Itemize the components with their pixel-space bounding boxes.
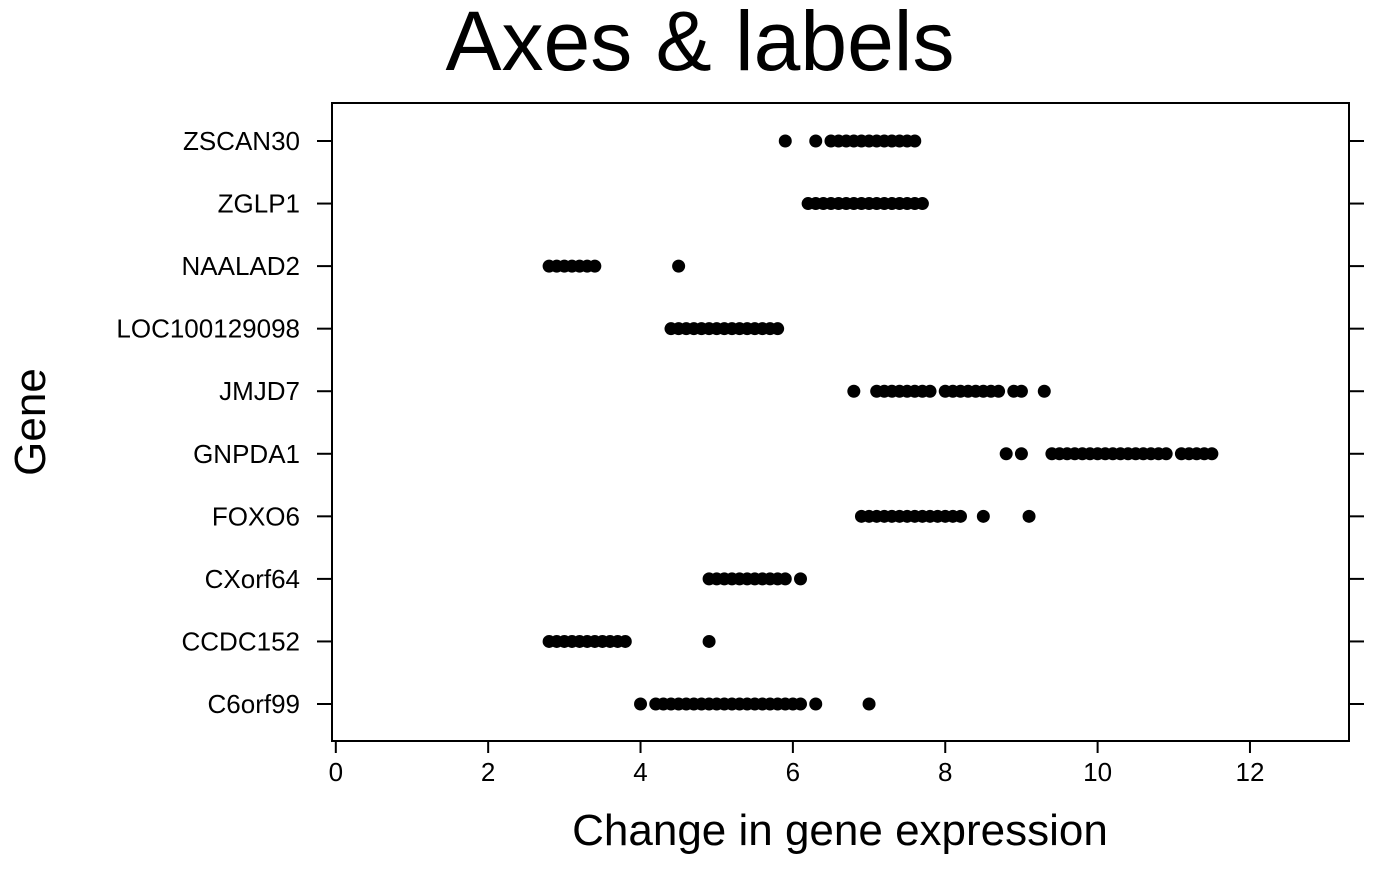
data-point: [1022, 509, 1036, 523]
y-tick-label: FOXO6: [212, 501, 300, 531]
data-point: [976, 509, 990, 523]
y-tick-label: NAALAD2: [182, 251, 301, 281]
y-axis: ZSCAN30 ZGLP1 NAALAD2 LOC100129098 JMJD7 GNPD…: [116, 126, 1364, 719]
data-point: [778, 134, 792, 148]
y-tick-label: JMJD7: [219, 376, 300, 406]
data-point: [794, 697, 808, 711]
y-tick-label: LOC100129098: [116, 314, 300, 344]
data-point: [672, 259, 686, 273]
data-point: [1014, 447, 1028, 461]
data-point: [847, 384, 861, 398]
y-tick-label: CXorf64: [205, 564, 300, 594]
y-axis-label: Gene: [6, 368, 55, 476]
data-point: [992, 384, 1006, 398]
x-tick-label: 4: [633, 757, 647, 787]
data-point: [771, 322, 785, 336]
x-tick-label: 2: [481, 757, 495, 787]
data-point: [809, 134, 823, 148]
data-point: [1205, 447, 1219, 461]
data-points: [542, 134, 1219, 711]
data-point: [1159, 447, 1173, 461]
data-point: [915, 197, 929, 211]
data-point: [809, 697, 823, 711]
x-axis-label: Change in gene expression: [572, 806, 1108, 855]
y-tick-label: GNPDA1: [193, 439, 300, 469]
y-tick-label: ZGLP1: [218, 189, 300, 219]
data-point: [999, 447, 1013, 461]
data-point: [634, 697, 648, 711]
data-point: [862, 697, 876, 711]
data-point: [778, 572, 792, 586]
x-tick-label: 10: [1083, 757, 1112, 787]
chart-title: Axes & labels: [446, 0, 955, 88]
data-point: [1014, 384, 1028, 398]
data-point: [923, 384, 937, 398]
x-axis: 0 2 4 6 8 10 12: [329, 741, 1265, 787]
x-tick-label: 8: [938, 757, 952, 787]
x-tick-label: 6: [786, 757, 800, 787]
y-tick-label: CCDC152: [182, 626, 301, 656]
data-point: [908, 134, 922, 148]
x-tick-label: 12: [1236, 757, 1265, 787]
data-point: [794, 572, 808, 586]
plot-frame: [331, 102, 1350, 742]
data-point: [953, 509, 967, 523]
x-tick-label: 0: [329, 757, 343, 787]
y-tick-label: ZSCAN30: [183, 126, 300, 156]
y-tick-label: C6orf99: [208, 689, 301, 719]
data-point: [618, 634, 632, 648]
data-point: [1037, 384, 1051, 398]
data-point: [702, 634, 716, 648]
data-point: [588, 259, 602, 273]
